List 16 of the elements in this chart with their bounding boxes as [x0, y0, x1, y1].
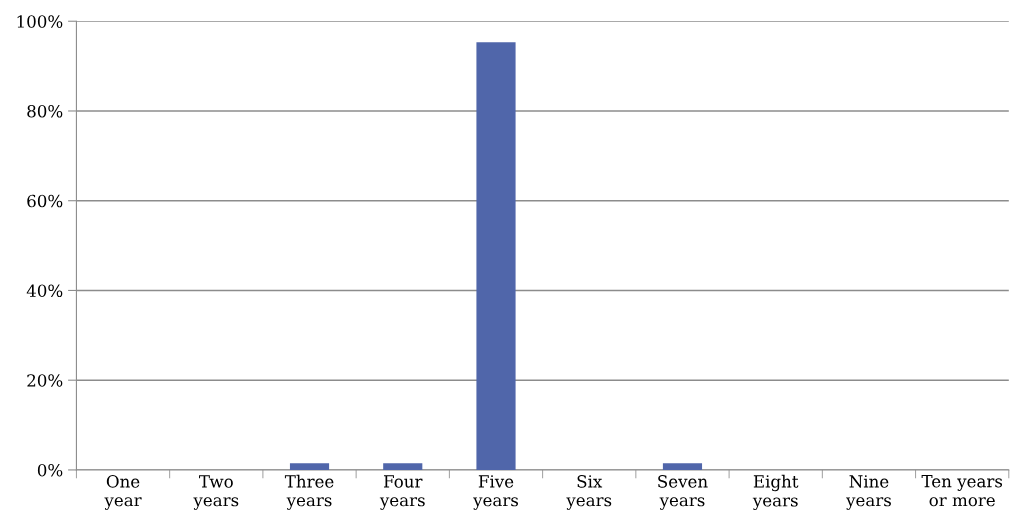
x-tick-label: Two years: [193, 475, 239, 510]
x-tick-label: One year: [104, 475, 142, 510]
y-tick-label: 20%: [27, 374, 63, 387]
x-tick-label: Ten years or more: [921, 475, 1003, 507]
y-tick-label: 0%: [37, 463, 63, 477]
y-tick-label: 60%: [27, 194, 63, 208]
y-tick-label: 100%: [17, 15, 63, 28]
x-tick-label: Seven years: [658, 475, 708, 510]
x-tick-label: Eight years: [752, 474, 799, 511]
y-tick-label: 80%: [27, 104, 63, 118]
x-tick-label: Four years: [379, 475, 425, 510]
x-tick-label: Six years: [566, 475, 612, 510]
x-tick-label: Five years: [473, 475, 519, 510]
y-tick-label: 40%: [26, 284, 63, 298]
x-tick-label: Nine years: [846, 475, 891, 510]
x-tick-label: Three years: [284, 474, 334, 510]
